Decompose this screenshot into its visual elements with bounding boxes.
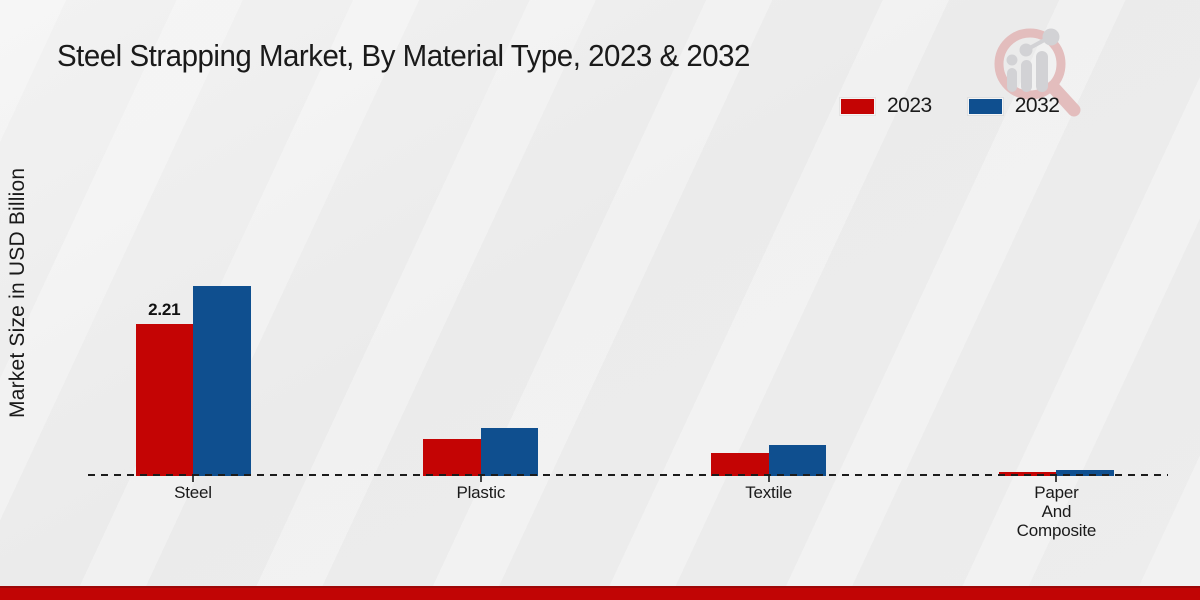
- legend-swatch-2032: [967, 97, 1003, 115]
- legend-label-2032: 2032: [1014, 94, 1060, 117]
- x-category-label-plastic: Plastic: [456, 483, 506, 502]
- x-tick-plastic: [479, 476, 482, 482]
- footer-accent-bar: [0, 586, 1200, 600]
- legend: 2023 2032: [840, 94, 1060, 118]
- bar-textile-2023: [711, 453, 769, 476]
- legend-item-2032: 2032: [967, 94, 1060, 118]
- bar-steel-2032: [193, 285, 251, 476]
- bar-paper-and-composite-2023: [998, 471, 1057, 476]
- x-category-label-textile: Textile: [745, 483, 792, 502]
- bar-value-label-steel-2023: 2.21: [148, 299, 181, 319]
- x-tick-steel: [192, 476, 194, 482]
- bar-plastic-2023: [423, 439, 481, 476]
- bar-steel-2023: [135, 323, 193, 476]
- bar-textile-2032: [768, 444, 827, 476]
- x-tick-textile: [767, 476, 770, 482]
- x-axis-dashed-baseline: [88, 474, 1168, 476]
- legend-swatch-2023: [840, 97, 875, 115]
- x-category-label-steel: Steel: [174, 483, 212, 502]
- magnifier-chart-logo-icon: [994, 28, 1081, 117]
- legend-label-2023: 2023: [887, 94, 932, 117]
- bar-paper-and-composite-2032: [1056, 470, 1114, 476]
- x-tick-paper-and-composite: [1055, 476, 1058, 482]
- chart-title: Steel Strapping Market, By Material Type…: [57, 38, 750, 73]
- bar-plastic-2032: [480, 427, 539, 476]
- legend-item-2023: 2023: [840, 94, 932, 118]
- x-category-label-paper-and-composite: Paper And Composite: [1016, 483, 1097, 541]
